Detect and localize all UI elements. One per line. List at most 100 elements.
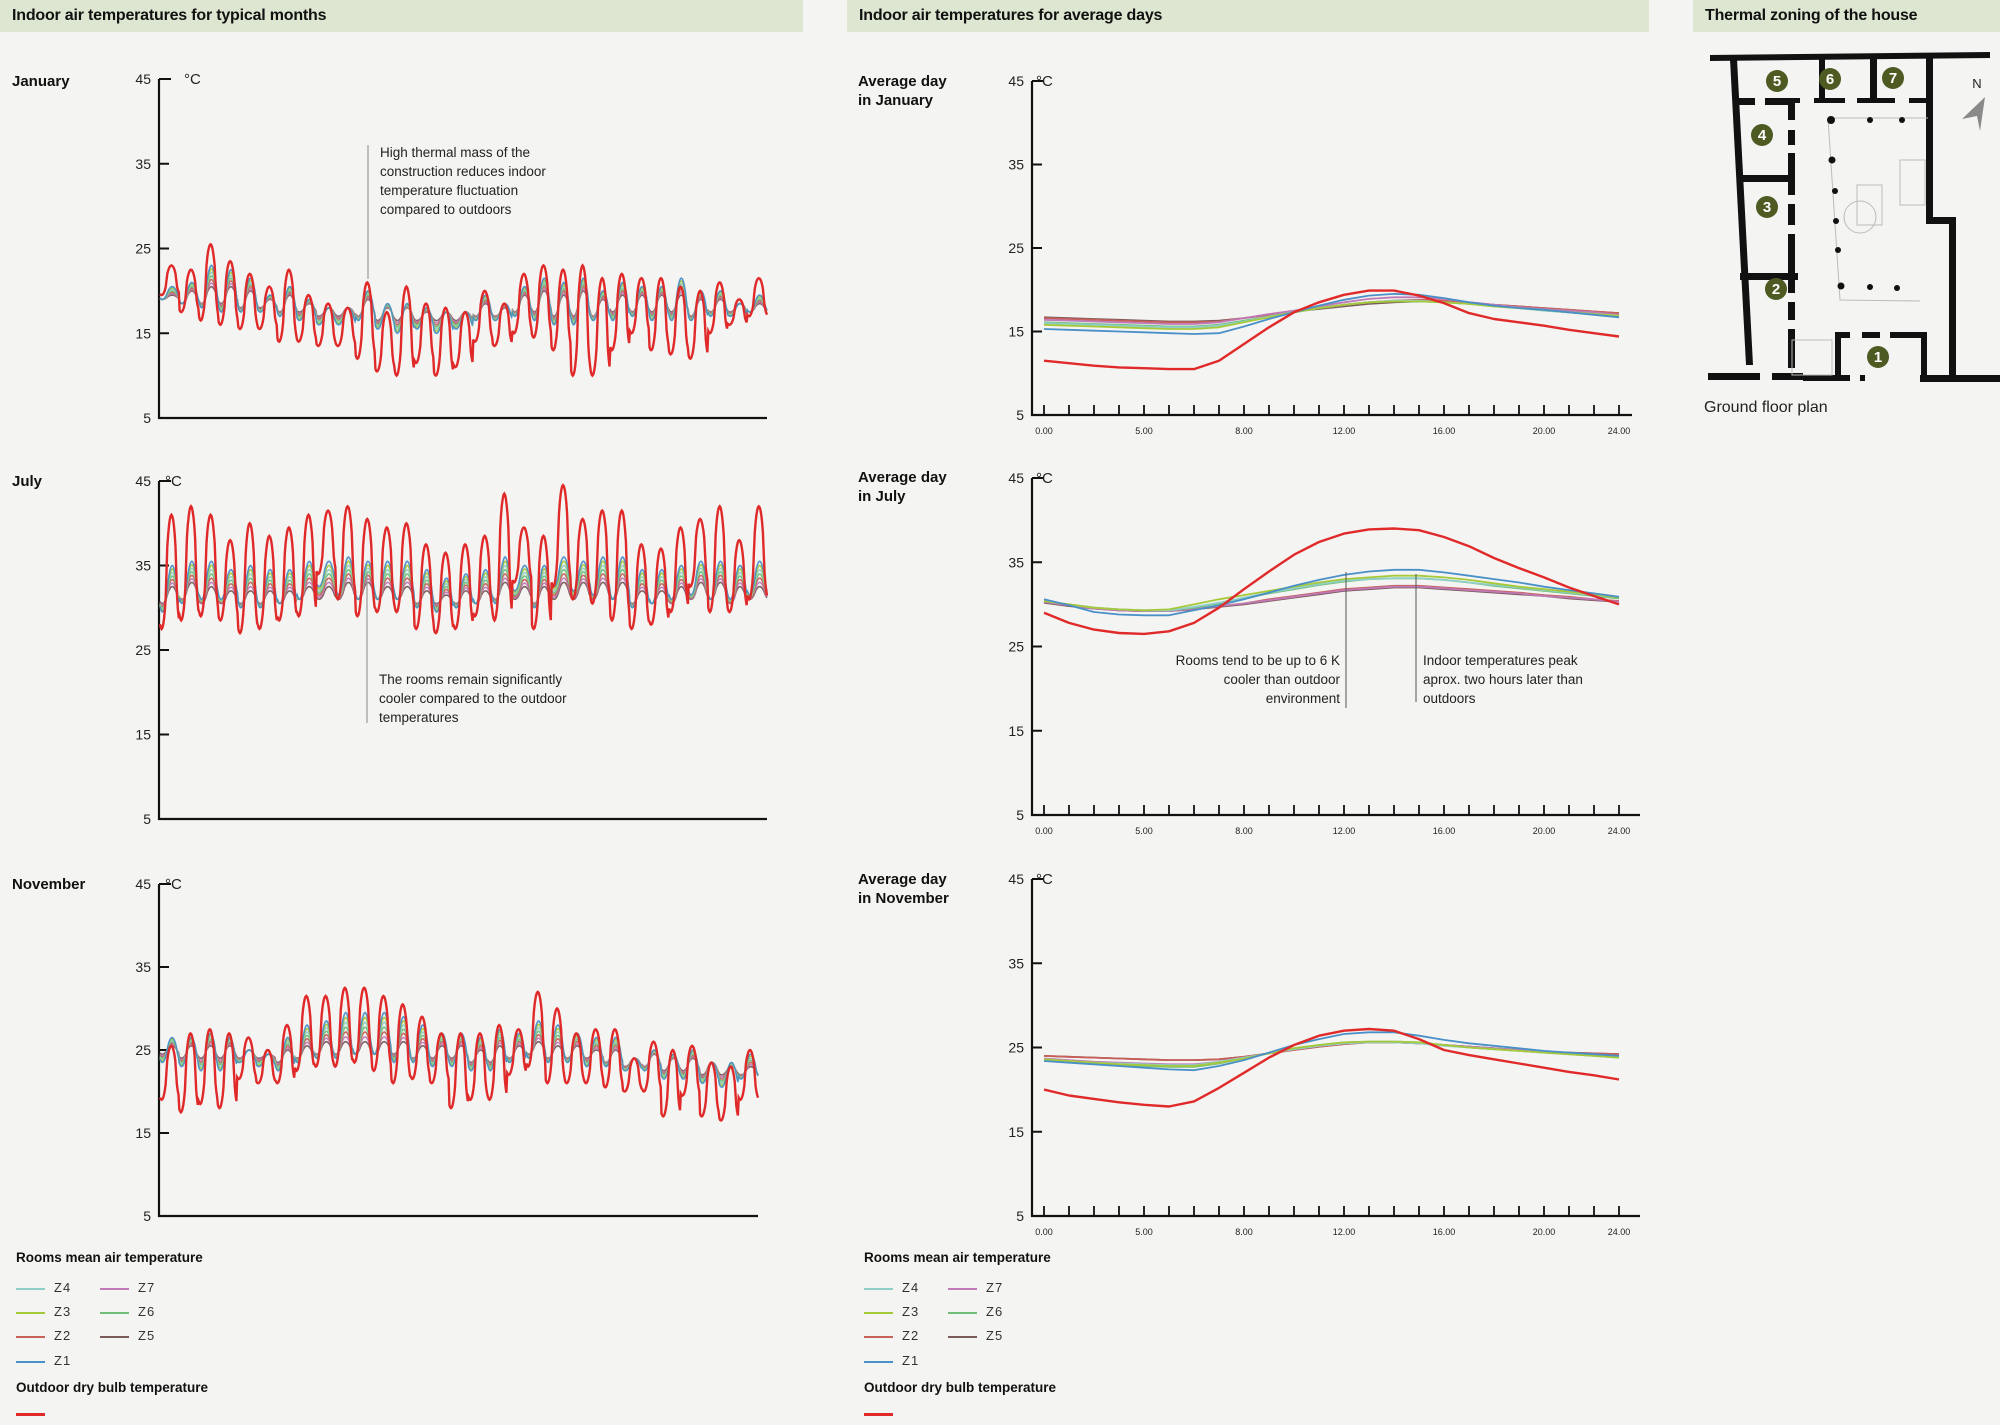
legend-swatch (864, 1311, 893, 1314)
x-tick-label: 5.00 (1135, 426, 1153, 436)
y-tick-label: 5 (143, 410, 151, 426)
y-tick-label: 35 (135, 959, 151, 975)
y-tick-label: 45 (135, 473, 151, 489)
monthly-chart-january: 45 35 25 15 5 °C (135, 71, 769, 426)
x-tick-label: 8.00 (1235, 826, 1253, 836)
section-title: Indoor air temperatures for typical mont… (12, 7, 327, 24)
series-line-z1 (1043, 568, 1620, 617)
chart-label-january: January (12, 73, 70, 90)
zone-marker-3: 3 (1756, 196, 1778, 218)
x-tick-label: 24.00 (1608, 1227, 1631, 1237)
legend-swatch (948, 1311, 977, 1314)
legend-item-z7: Z7 (100, 1280, 155, 1295)
monthly-chart-july: 45 35 25 15 5 °C (135, 473, 769, 827)
legend-swatch (948, 1335, 977, 1338)
series-line-outdoor (1043, 1027, 1620, 1108)
legend-item-outdoor (16, 1406, 54, 1421)
daily-chart-july: 45 35 25 15 5 °C 0.00 5.00 8.00 12.00 16.00 20.00 24… (1008, 470, 1640, 836)
annotation-line: construction reduces indoor (380, 164, 546, 179)
x-tick-label: 12.00 (1333, 1227, 1356, 1237)
legend-outdoor-title: Outdoor dry bulb temperature (16, 1380, 209, 1395)
chart-label-july: July (12, 473, 43, 490)
y-tick-label: 25 (135, 241, 151, 257)
y-unit-label: °C (184, 71, 201, 88)
legend-label: Z6 (986, 1304, 1004, 1319)
legend-swatch (100, 1335, 129, 1338)
annotation-july-peak-lag: Indoor temperatures peak aprox. two hour… (1423, 651, 1583, 708)
y-unit-label: °C (1036, 871, 1053, 888)
legend-item-z5: Z5 (948, 1328, 1003, 1343)
y-tick-label: 45 (1008, 871, 1024, 887)
annotation-line: The rooms remain significantly (379, 672, 563, 687)
x-tick-label: 20.00 (1533, 426, 1556, 436)
legend-item-z6: Z6 (948, 1304, 1003, 1319)
legend-item-z4: Z4 (864, 1280, 919, 1295)
legend-item-z5: Z5 (100, 1328, 155, 1343)
section-header-thermal-zoning: Thermal zoning of the house (1693, 0, 2000, 32)
legend-swatch (100, 1287, 129, 1290)
legend-swatch (16, 1413, 45, 1417)
axis-lines (1030, 81, 1632, 417)
y-tick-label: 35 (1008, 554, 1024, 570)
legend-item-z2: Z2 (16, 1328, 71, 1343)
zone-marker-6: 6 (1819, 68, 1841, 90)
x-tick-label: 16.00 (1433, 426, 1456, 436)
monthly-chart-november: 45 35 25 15 5 °C (135, 876, 760, 1224)
series-line-outdoor (159, 242, 769, 378)
x-tick-label: 16.00 (1433, 1227, 1456, 1237)
annotation-line: Rooms tend to be up to 6 K (1175, 653, 1340, 668)
zone-marker-7: 7 (1882, 67, 1904, 89)
legend-rooms-title: Rooms mean air temperature (864, 1250, 1051, 1265)
series-line-z3 (1043, 1040, 1620, 1067)
legend-label: Z3 (902, 1304, 920, 1319)
annotation-line: outdoors (1423, 691, 1476, 706)
y-tick-label: 25 (1008, 1040, 1024, 1056)
legend-outdoor-title: Outdoor dry bulb temperature (864, 1380, 1057, 1395)
y-tick-label: 45 (135, 71, 151, 87)
y-unit-label: °C (165, 876, 182, 893)
y-tick-label: 5 (143, 1208, 151, 1224)
legend-swatch (864, 1413, 893, 1417)
legend-label: Z7 (986, 1280, 1004, 1295)
section-header-typical-months: Indoor air temperatures for typical mont… (0, 0, 803, 32)
annotation-line: cooler than outdoor (1223, 672, 1340, 687)
legend-item-outdoor (864, 1406, 902, 1421)
svg-text:N: N (1972, 76, 1981, 91)
x-tick-label: 24.00 (1608, 826, 1631, 836)
y-unit-label: °C (165, 473, 182, 490)
x-tick-label: 0.00 (1035, 826, 1053, 836)
zone-marker-2: 2 (1765, 278, 1787, 300)
annotation-line: temperature fluctuation (380, 183, 519, 198)
legend-swatch (100, 1311, 129, 1314)
x-tick-label: 16.00 (1433, 826, 1456, 836)
series-line-outdoor (158, 986, 760, 1122)
y-tick-label: 35 (1008, 955, 1024, 971)
series-line-outdoor (1043, 527, 1620, 636)
series-line-z1 (1043, 1031, 1620, 1072)
y-tick-label: 15 (1008, 1124, 1024, 1140)
svg-text:2: 2 (1772, 281, 1780, 298)
axis-lines (157, 481, 767, 821)
legend-label: Z7 (138, 1280, 156, 1295)
svg-text:3: 3 (1763, 199, 1771, 216)
legend-label: Z3 (54, 1304, 72, 1319)
legend-label: Z2 (54, 1328, 72, 1343)
label-line: Average day (858, 469, 947, 486)
section-title: Indoor air temperatures for average days (859, 7, 1163, 24)
x-tick-label: 5.00 (1135, 1227, 1153, 1237)
y-tick-label: 15 (135, 727, 151, 743)
legend-swatch (864, 1360, 893, 1363)
label-line: Average day (858, 871, 947, 888)
y-tick-label: 25 (135, 1042, 151, 1058)
axis-lines (157, 79, 767, 420)
plan-courtyard (1791, 117, 1928, 376)
axis-lines (157, 884, 758, 1218)
chart-label-average-july: Average day in July (858, 468, 947, 506)
svg-text:5: 5 (1773, 73, 1781, 90)
y-tick-label: 5 (1016, 1208, 1024, 1224)
y-tick-label: 25 (135, 642, 151, 658)
legend-swatch (16, 1311, 45, 1314)
label-line: in July (858, 488, 906, 505)
label-line: Average day (858, 73, 947, 90)
